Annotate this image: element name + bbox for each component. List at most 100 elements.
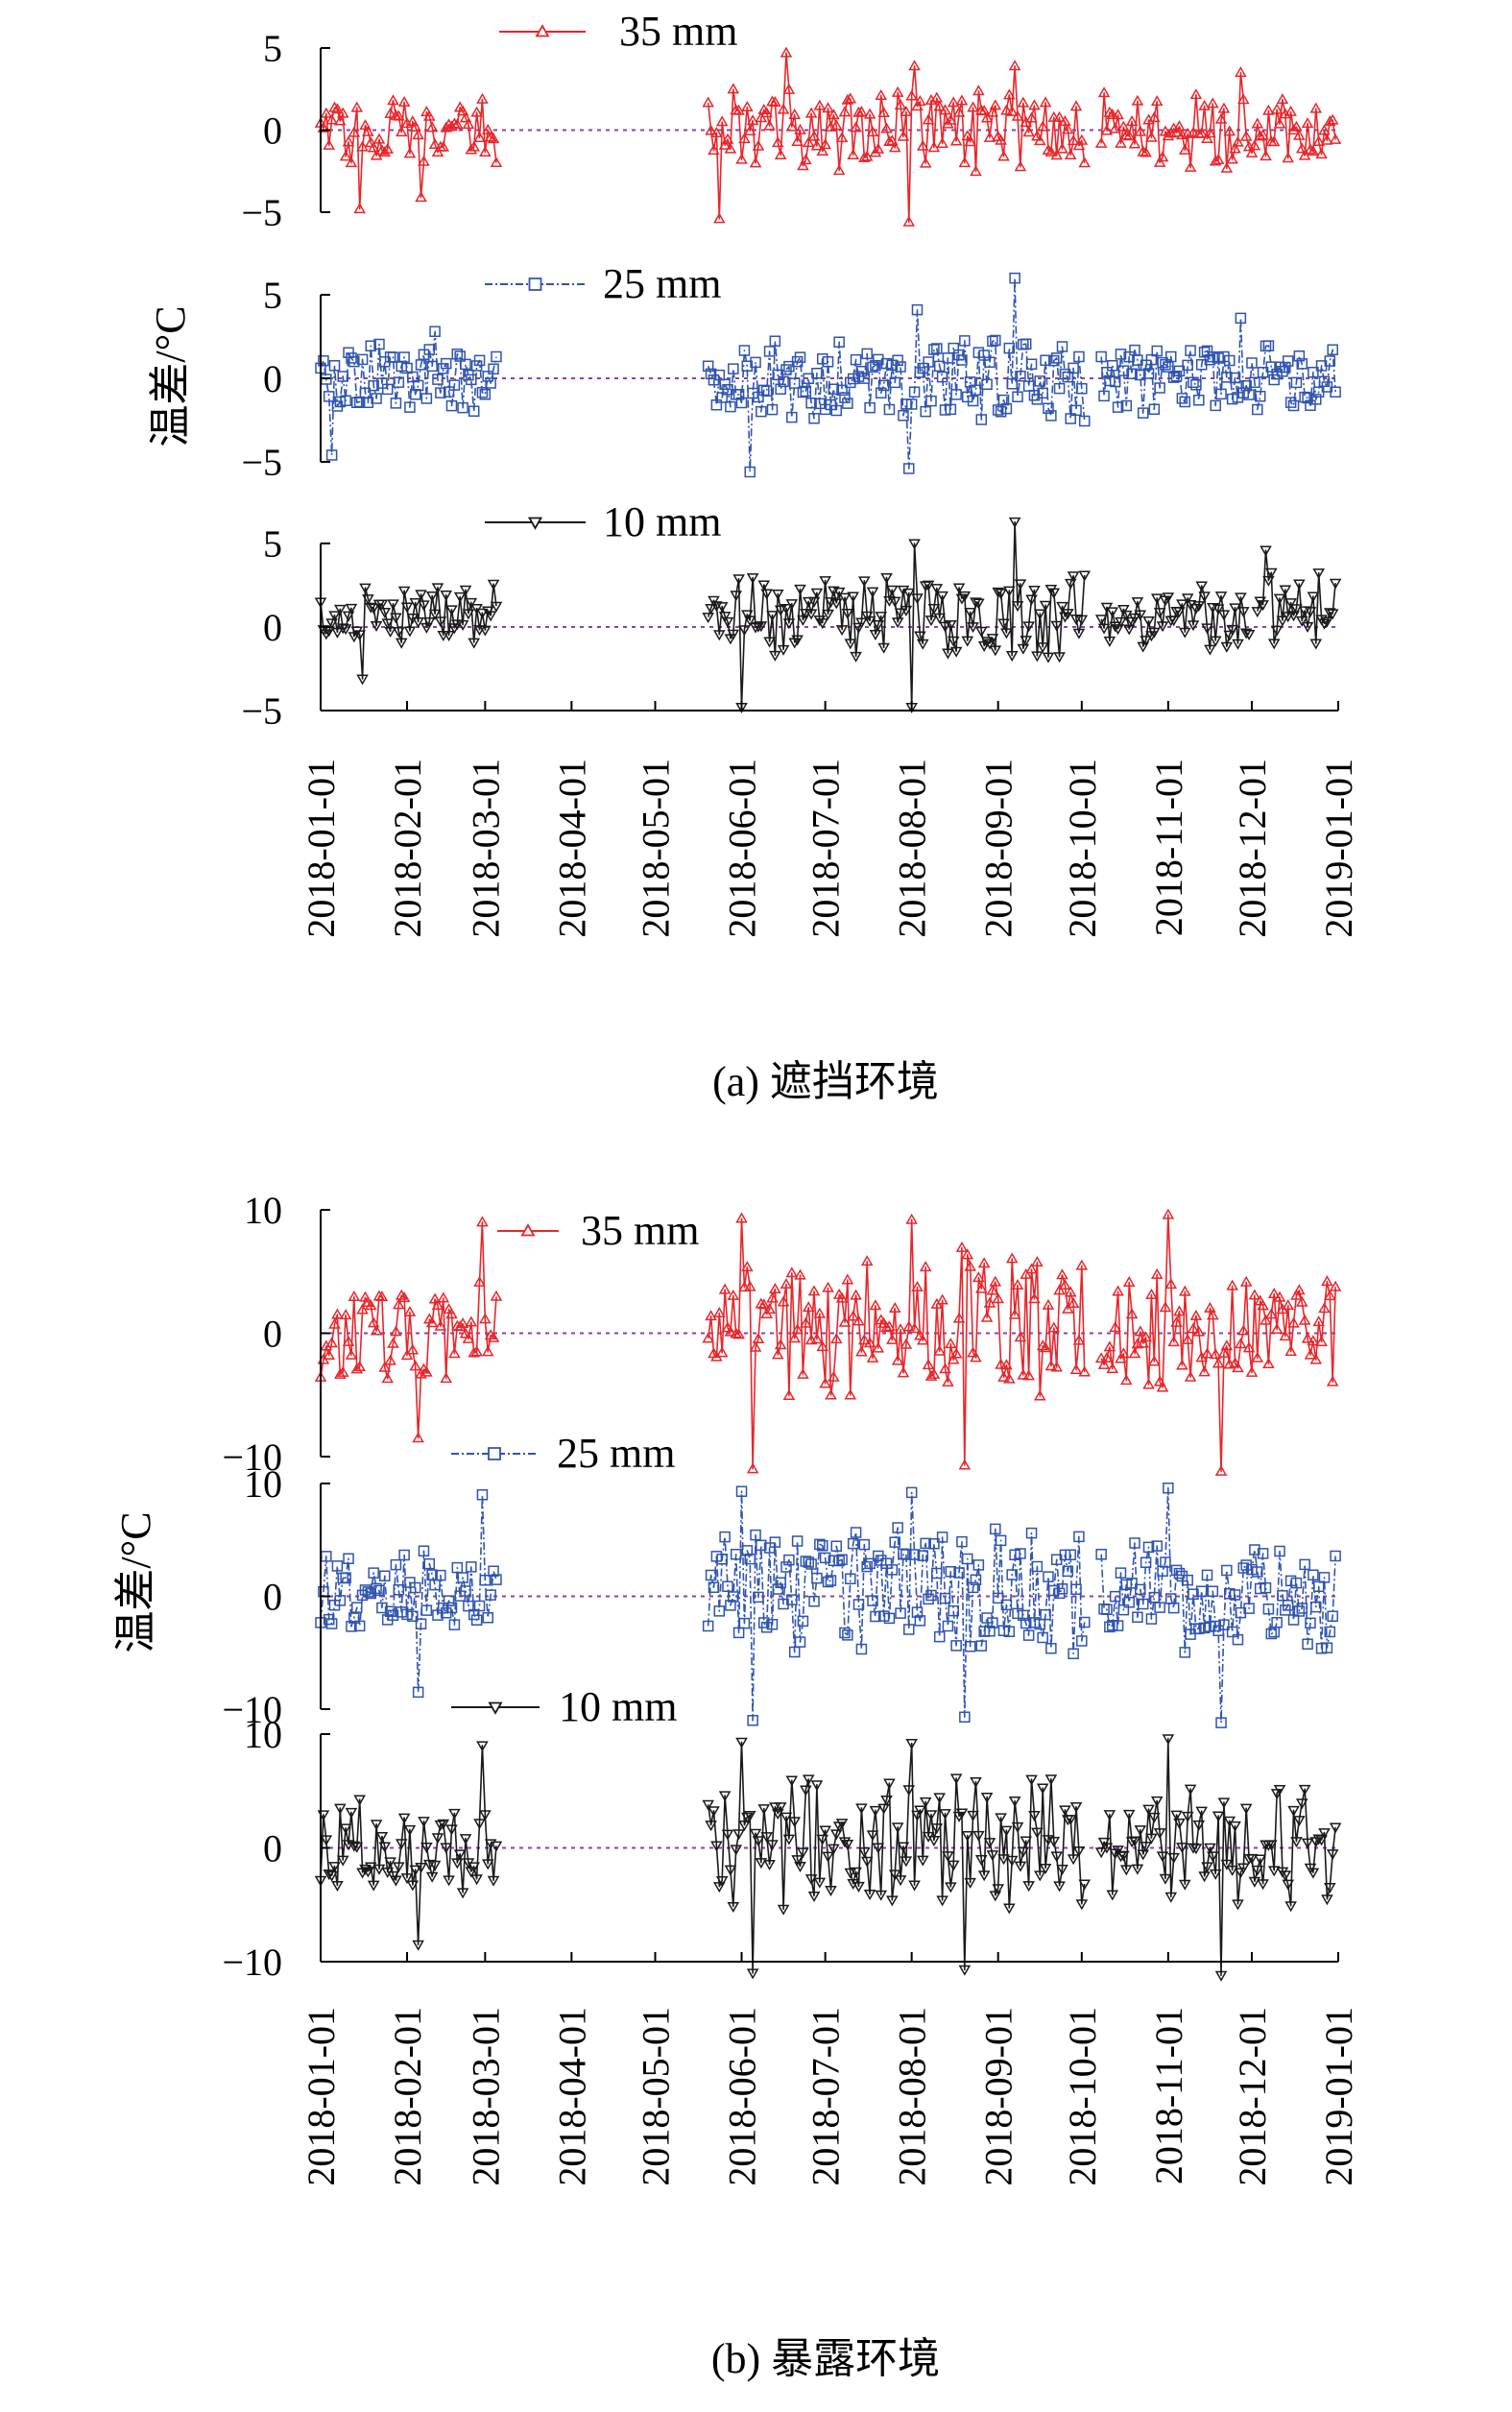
chart-b-series-3-point (945, 1882, 957, 1893)
chart-b-series-2-point (1015, 1548, 1026, 1559)
chart-a-series-2-point (990, 334, 1001, 347)
chart-b-series-3-point (1078, 1879, 1092, 1891)
chart-b-x-tick-label: 2018-08-01 (891, 2007, 934, 2186)
chart-a-series-1-point (807, 130, 821, 141)
chart-a-series-1-point (1235, 66, 1247, 78)
chart-b-series-1-point (763, 1303, 776, 1315)
chart-b-y-tick-label-3: 0 (263, 1827, 282, 1870)
chart-a-series-2-point (1006, 378, 1018, 390)
chart-b-series-1-point (961, 1248, 974, 1260)
chart-b-series-2-point (1290, 1577, 1303, 1589)
chart-b-series-1-point (945, 1338, 957, 1349)
chart-a-series-2-point (390, 398, 402, 409)
chart-b-series-2-point (716, 1554, 728, 1565)
chart-a-series-3-point (1109, 621, 1121, 633)
chart-b-series-2-point (1037, 1631, 1048, 1644)
chart-b-panel-3 (314, 1734, 1342, 1982)
chart-b-series-2-point (356, 1589, 369, 1602)
chart-b-series-2-point (412, 1686, 424, 1699)
chart-a-series-3-point (387, 599, 399, 611)
chart-b-series-2-point (836, 1554, 848, 1566)
chart-b-series-2-line-2 (707, 1490, 1086, 1722)
chart-b-series-3-point (1273, 1785, 1286, 1797)
chart-b-series-1-point (866, 1351, 879, 1363)
chart-b-series-2-point (830, 1540, 843, 1553)
chart-b-series-3-point (1290, 1837, 1303, 1848)
chart-a-series-2-point (438, 363, 449, 374)
chart-a-series-1-point (1064, 148, 1077, 159)
chart-b-series-2-point (482, 1612, 493, 1624)
chart-a-series-3-point (835, 625, 849, 637)
chart-a-series-2-point (351, 397, 363, 409)
chart-a-series-3-point (1265, 567, 1278, 579)
chart-b-series-2-point (889, 1536, 900, 1548)
chart-a-series-2-point (1003, 342, 1016, 354)
chart-b-series-2-point (786, 1594, 798, 1605)
chart-b-series-1-point (1284, 1344, 1297, 1356)
chart-b-series-3-point (1298, 1784, 1311, 1796)
chart-b-series-2-point (962, 1553, 973, 1565)
chart-b-series-2-point (753, 1591, 764, 1604)
chart-a-series-2-point (984, 356, 996, 369)
chart-b-series-3-point (897, 1842, 910, 1853)
chart-b-series-3-point (420, 1843, 433, 1854)
chart-b-series-1-point (1031, 1255, 1044, 1266)
chart-a-series-2-point (1020, 338, 1032, 350)
chart-a-series-1-point (752, 139, 765, 151)
chart-a-series-2-point (877, 379, 890, 392)
chart-a-series-3-point (942, 648, 954, 660)
chart-b-series-1-point (342, 1335, 355, 1346)
chart-a-series-2-point (775, 383, 786, 396)
chart-a-series-3-point (741, 610, 754, 621)
chart-a-series-2-point (1137, 407, 1149, 419)
chart-b-series-2-line-1 (320, 1494, 497, 1694)
chart-a-series-2-point (356, 353, 369, 366)
chart-a-series-3-point (1279, 585, 1292, 596)
chart-b-series-3-point (958, 1965, 972, 1976)
chart-a-series-2-point (911, 303, 924, 316)
chart-b-series-1-point (1226, 1279, 1238, 1290)
chart-a-series-1-point (702, 96, 714, 108)
chart-b-series-2-point (407, 1610, 419, 1622)
chart-b-series-3-point (705, 1821, 717, 1832)
chart-a-series-3-point (1056, 601, 1068, 613)
chart-a-series-1-point (1069, 100, 1083, 111)
chart-b-series-1-point (933, 1344, 947, 1356)
chart-a-series-3-point (855, 617, 868, 629)
chart-b-series-3-point (844, 1868, 857, 1879)
chart-a-series-3-point (1000, 628, 1013, 639)
chart-b-series-2-point (845, 1573, 856, 1585)
chart-b-series-1-point (334, 1367, 347, 1379)
chart-b-series-3-point (1069, 1802, 1083, 1814)
chart-a-x-tick-label: 2018-06-01 (721, 759, 764, 938)
chart-b-series-1-point (741, 1261, 754, 1272)
chart-a-series-1-point (1329, 133, 1342, 144)
chart-b-series-3-point (468, 1862, 481, 1873)
chart-a-series-2-point (1284, 397, 1297, 408)
chart-a-series-1-point (771, 136, 784, 148)
chart-a-series-3-point (1257, 600, 1269, 612)
chart-b-series-3-point (730, 1845, 743, 1856)
chart-b-series-3-point (888, 1869, 901, 1881)
chart-a-series-3-point (945, 619, 957, 631)
chart-b-series-1-point (743, 1280, 756, 1291)
chart-b-series-3-point (749, 1828, 762, 1840)
chart-a-series-3-point (894, 608, 907, 619)
chart-b-series-3-point (451, 1858, 464, 1869)
chart-b-series-1-point (715, 1346, 729, 1358)
chart-a-series-2-point (923, 356, 934, 368)
chart-a-series-1-point (1028, 99, 1041, 110)
chart-b-series-2-point (1073, 1531, 1085, 1543)
chart-a-series-2-point (1330, 386, 1341, 398)
chart-a-series-1-point (1039, 96, 1052, 108)
chart-b-series-2-point (725, 1600, 736, 1611)
chart-b-series-1-point (955, 1241, 969, 1252)
chart-b-series-2-point (1151, 1540, 1163, 1552)
chart-b-series-3-point (1239, 1803, 1253, 1815)
chart-b-series-1-point (1262, 1357, 1275, 1368)
chart-a-series-1-point (841, 93, 854, 105)
chart-a-series-1-point (1109, 122, 1121, 133)
chart-b-series-3-point (325, 1870, 338, 1882)
chart-a-series-1-point (481, 123, 494, 134)
